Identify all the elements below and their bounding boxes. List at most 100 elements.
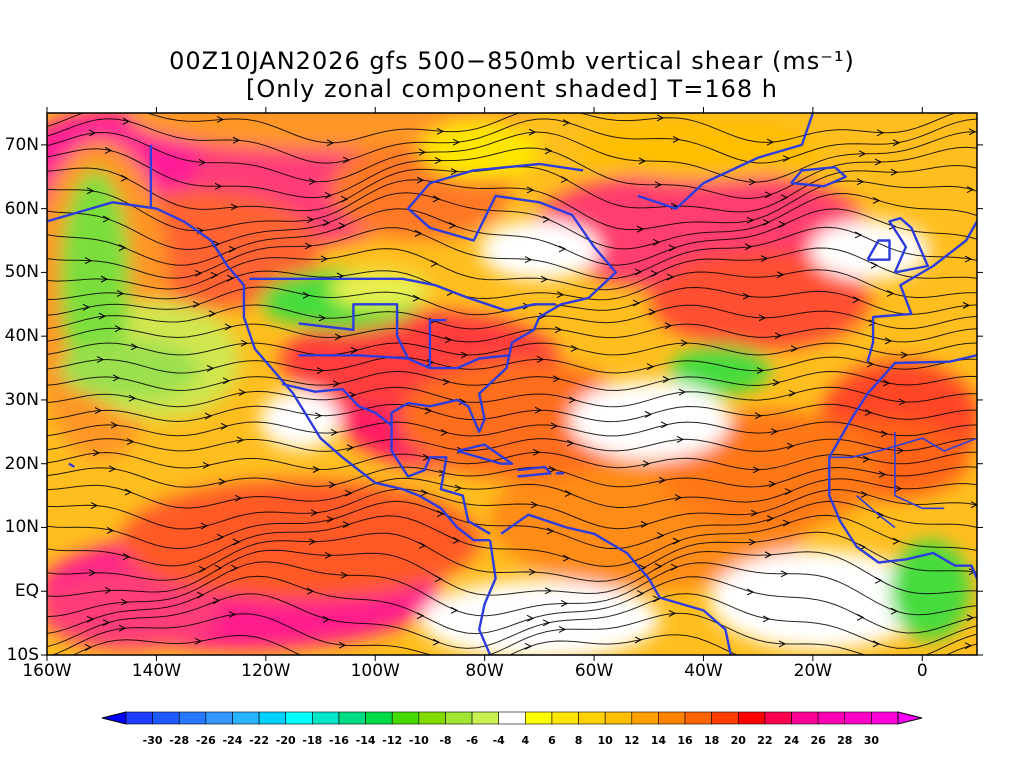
streamline-arrow — [452, 138, 461, 146]
streamline-arrow — [230, 203, 239, 211]
colorbar-label: 28 — [837, 734, 853, 747]
shading-region — [260, 390, 340, 450]
coastline — [68, 462, 76, 468]
streamline-arrow — [230, 564, 239, 572]
streamline — [47, 531, 977, 582]
streamline-arrow — [654, 181, 663, 189]
lon-label: 140W — [131, 661, 182, 681]
colorbar-swatch — [391, 711, 420, 725]
colorbar-swatch — [445, 711, 473, 725]
streamline-arrow — [538, 312, 547, 320]
lat-label: 60N — [4, 198, 39, 219]
streamline-arrow — [218, 478, 227, 486]
streamline-arrow — [768, 480, 777, 488]
coastline — [500, 513, 732, 655]
colorbar-swatch — [232, 711, 260, 725]
streamline-arrow — [556, 291, 565, 299]
streamline-arrow — [322, 615, 331, 623]
streamline-arrow — [116, 290, 125, 297]
streamline — [47, 208, 977, 266]
streamline-arrow — [108, 465, 117, 473]
streamline-arrow — [762, 615, 771, 623]
colorbar-label: 26 — [810, 734, 826, 747]
colorbar-label: -22 — [249, 734, 270, 747]
streamline-arrow — [878, 470, 887, 478]
colorbar-swatch — [764, 711, 792, 725]
streamline-arrow — [890, 607, 899, 615]
streamline-arrow — [748, 538, 757, 546]
shading-region — [890, 540, 970, 640]
streamline-arrow — [120, 598, 129, 606]
streamline-arrow — [234, 494, 243, 502]
streamline-arrow — [790, 345, 799, 353]
streamline — [47, 438, 977, 452]
streamline-arrow — [548, 466, 557, 473]
streamline-arrow — [338, 641, 347, 649]
streamline-arrow — [668, 609, 677, 617]
lat-label: 70N — [4, 134, 39, 155]
streamline-arrow — [550, 422, 559, 430]
streamline-arrow — [104, 586, 113, 594]
streamline-arrow — [226, 274, 235, 282]
streamline-arrow — [414, 229, 423, 237]
colorbar-label: -30 — [142, 734, 163, 747]
streamline-arrow — [232, 538, 241, 546]
streamline-arrow — [858, 150, 867, 158]
colorbar-label: 18 — [703, 734, 720, 747]
colorbar-swatch — [578, 711, 606, 725]
streamline-arrow — [546, 527, 555, 535]
streamline-arrow — [240, 339, 249, 347]
streamline — [47, 370, 977, 392]
streamline-arrow — [330, 429, 339, 436]
colorbar-swatch — [152, 711, 180, 725]
streamline-arrow — [322, 219, 331, 227]
streamline-arrow — [962, 301, 971, 309]
colorbar-label: -16 — [329, 734, 349, 747]
colorbar-label: -12 — [382, 734, 403, 747]
streamline — [47, 226, 977, 280]
colorbar-label: 24 — [783, 734, 800, 747]
map-title: 00Z10JAN2026 gfs 500−850mb vertical shea… — [169, 47, 855, 75]
streamline-arrow — [778, 640, 787, 648]
streamline-arrow — [202, 461, 211, 469]
streamline-arrow — [752, 466, 761, 474]
streamline-arrow — [892, 139, 901, 147]
colorbar-swatch — [471, 711, 499, 725]
streamline-arrow — [106, 527, 115, 534]
streamline-arrow — [892, 537, 901, 545]
streamline-arrow — [746, 216, 755, 224]
lon-label: 160W — [22, 661, 72, 681]
streamline-arrow — [880, 430, 889, 438]
streamline-arrow — [216, 116, 225, 123]
streamline-arrow — [200, 522, 209, 530]
streamline-arrow — [102, 619, 111, 627]
streamline-arrow — [420, 489, 429, 497]
coastline — [790, 166, 847, 188]
streamline-arrow — [872, 197, 881, 204]
streamline-arrow — [128, 394, 137, 402]
colorbar-swatch — [604, 711, 633, 725]
streamline-arrow — [100, 275, 109, 283]
streamline-arrow — [130, 343, 139, 351]
streamline-arrow — [416, 612, 425, 620]
streamline-arrow — [314, 412, 323, 420]
streamline-arrow — [334, 333, 343, 341]
shading-region — [60, 340, 200, 400]
streamline-arrow — [780, 570, 789, 578]
streamline — [47, 593, 977, 649]
streamline-arrow — [670, 563, 679, 571]
streamline-arrow — [216, 533, 225, 541]
streamline-arrow — [964, 642, 973, 650]
colorbar-swatch — [498, 711, 526, 725]
coastline — [866, 239, 891, 261]
streamline-arrow — [526, 186, 535, 194]
colorbar-label: 20 — [730, 734, 746, 747]
shading-region — [810, 220, 930, 280]
streamline-arrow — [340, 571, 349, 579]
streamline — [47, 561, 977, 618]
colorbar-swatch — [737, 711, 766, 725]
streamline-arrow — [744, 243, 753, 251]
border — [856, 494, 896, 529]
streamline-arrow — [564, 490, 573, 498]
colorbar-swatch — [871, 711, 899, 725]
